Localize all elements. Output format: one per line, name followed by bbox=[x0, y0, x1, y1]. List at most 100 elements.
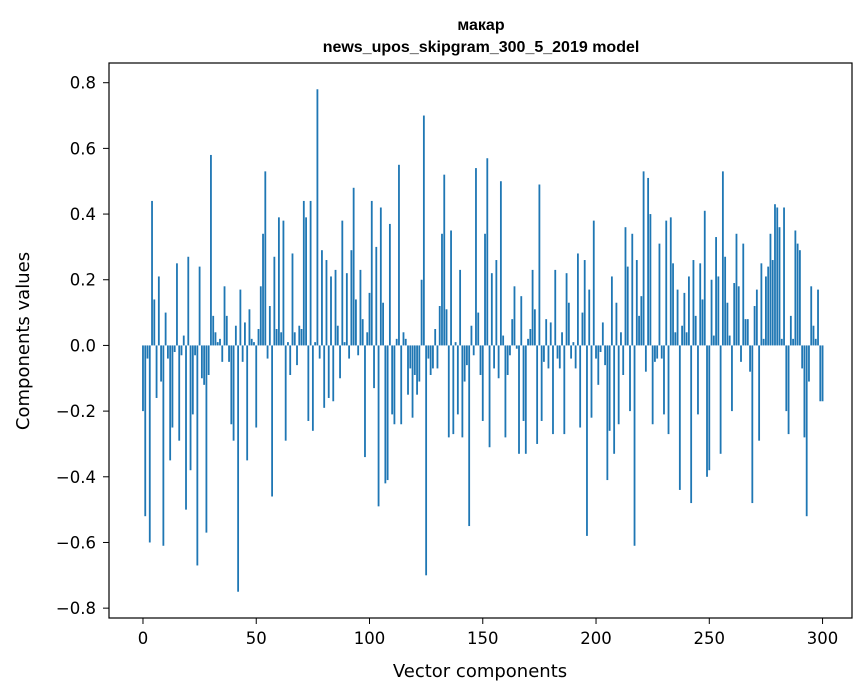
bar-12 bbox=[169, 345, 172, 461]
bar-57 bbox=[271, 345, 273, 497]
bar-45 bbox=[244, 322, 246, 346]
bar-222 bbox=[644, 345, 647, 372]
bar-70 bbox=[300, 329, 303, 346]
bar-1 bbox=[144, 345, 147, 517]
bar-230 bbox=[663, 345, 665, 415]
bar-68 bbox=[296, 345, 298, 366]
bar-138 bbox=[454, 342, 457, 346]
bar-121 bbox=[416, 345, 418, 395]
bar-189 bbox=[570, 345, 573, 359]
bar-259 bbox=[728, 335, 731, 346]
bar-291 bbox=[801, 345, 804, 369]
bar-157 bbox=[497, 345, 500, 379]
bar-207 bbox=[610, 276, 613, 346]
bar-244 bbox=[694, 315, 697, 346]
bar-296 bbox=[812, 325, 815, 346]
bar-8 bbox=[160, 345, 162, 382]
bar-116 bbox=[404, 338, 407, 346]
bar-36 bbox=[223, 286, 226, 346]
bar-182 bbox=[554, 269, 557, 346]
bar-26 bbox=[200, 345, 203, 379]
bar-34 bbox=[219, 338, 221, 346]
bar-125 bbox=[425, 345, 428, 576]
bar-122 bbox=[418, 345, 421, 382]
bar-200 bbox=[595, 345, 597, 359]
bar-159 bbox=[502, 335, 505, 346]
bar-172 bbox=[531, 269, 534, 346]
bar-227 bbox=[656, 345, 659, 359]
bar-271 bbox=[755, 289, 758, 346]
bar-60 bbox=[277, 217, 280, 346]
bar-47 bbox=[248, 309, 251, 346]
bar-251 bbox=[710, 279, 713, 346]
bar-284 bbox=[785, 345, 788, 412]
bar-83 bbox=[330, 276, 332, 346]
bar-202 bbox=[599, 345, 602, 352]
x-tick-label: 250 bbox=[694, 629, 726, 648]
bar-100 bbox=[368, 292, 371, 346]
bar-94 bbox=[355, 299, 357, 346]
bar-0 bbox=[142, 345, 144, 412]
bar-110 bbox=[391, 345, 394, 415]
bar-123 bbox=[420, 279, 423, 346]
bar-231 bbox=[665, 220, 668, 346]
bar-272 bbox=[758, 345, 761, 441]
x-tick-label: 50 bbox=[246, 629, 267, 648]
bar-250 bbox=[708, 345, 711, 471]
bar-198 bbox=[590, 345, 593, 418]
bar-149 bbox=[479, 345, 482, 375]
y-tick-label: 0.0 bbox=[70, 336, 96, 355]
bar-269 bbox=[751, 345, 754, 504]
bar-151 bbox=[484, 233, 486, 346]
bar-181 bbox=[552, 345, 554, 435]
bar-50 bbox=[255, 345, 258, 428]
bar-30 bbox=[210, 154, 212, 346]
chart-title: макар bbox=[457, 17, 504, 34]
bar-298 bbox=[817, 289, 819, 346]
x-tick-label: 100 bbox=[354, 629, 386, 648]
bar-254 bbox=[717, 276, 720, 346]
x-axis-label: Vector components bbox=[393, 661, 567, 682]
chart-subtitle: news_upos_skipgram_300_5_2019 model bbox=[323, 39, 640, 56]
bar-67 bbox=[293, 332, 296, 346]
bar-192 bbox=[577, 253, 579, 346]
bar-255 bbox=[719, 345, 722, 454]
bar-146 bbox=[472, 345, 475, 356]
bar-180 bbox=[549, 322, 552, 346]
bar-117 bbox=[407, 345, 409, 395]
bar-56 bbox=[268, 306, 271, 346]
bar-133 bbox=[443, 174, 446, 346]
bar-213 bbox=[624, 227, 627, 346]
bar-275 bbox=[765, 276, 767, 346]
bar-249 bbox=[706, 345, 708, 477]
bar-132 bbox=[441, 233, 443, 346]
bar-168 bbox=[522, 345, 525, 421]
bar-130 bbox=[436, 345, 439, 369]
bar-288 bbox=[794, 230, 797, 346]
bar-63 bbox=[284, 345, 287, 441]
bar-25 bbox=[198, 266, 201, 346]
bar-109 bbox=[388, 223, 391, 346]
bar-246 bbox=[699, 263, 702, 346]
bar-32 bbox=[214, 332, 217, 346]
bar-41 bbox=[234, 325, 237, 346]
bar-82 bbox=[327, 345, 330, 398]
bar-160 bbox=[504, 345, 507, 438]
x-tick-label: 300 bbox=[807, 629, 839, 648]
bar-66 bbox=[291, 253, 294, 346]
bar-85 bbox=[334, 269, 337, 346]
bar-105 bbox=[379, 207, 382, 346]
bar-24 bbox=[196, 345, 199, 566]
bar-219 bbox=[638, 315, 640, 346]
bar-165 bbox=[515, 345, 518, 349]
bar-253 bbox=[715, 237, 717, 346]
bar-240 bbox=[685, 332, 688, 346]
bar-161 bbox=[506, 345, 509, 375]
bar-224 bbox=[649, 214, 652, 346]
x-tick-label: 150 bbox=[467, 629, 499, 648]
bar-173 bbox=[533, 309, 536, 346]
bar-19 bbox=[185, 345, 187, 510]
bar-248 bbox=[703, 210, 706, 346]
bar-2 bbox=[146, 345, 149, 359]
